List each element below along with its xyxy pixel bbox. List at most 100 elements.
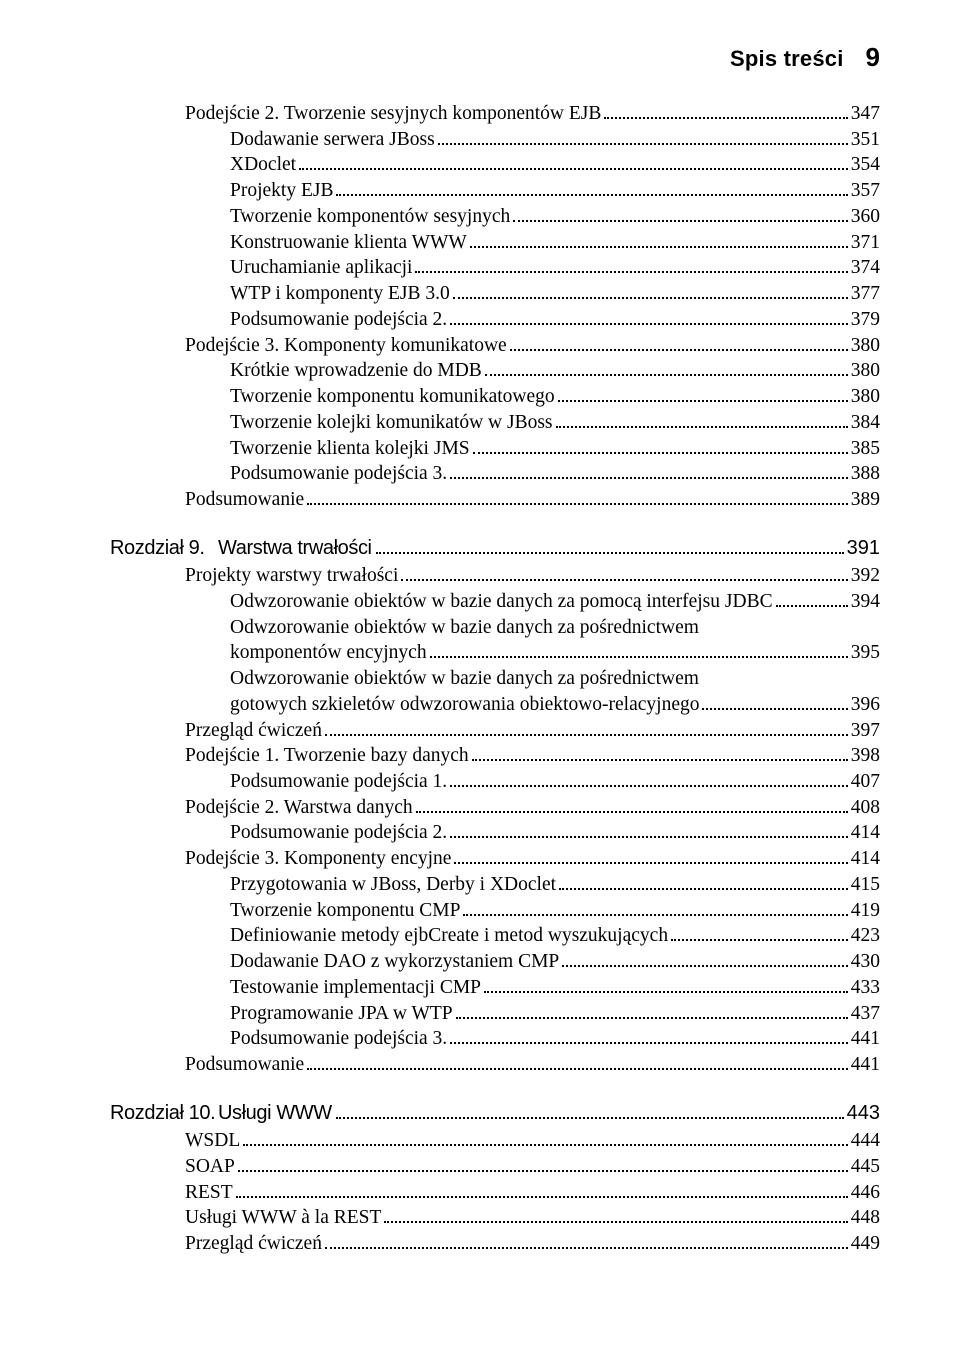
toc-entry: SOAP445 xyxy=(110,1154,880,1180)
toc-entry-page: 430 xyxy=(851,949,880,975)
toc-entry: Programowanie JPA w WTP437 xyxy=(110,1001,880,1027)
toc-entry-page: 414 xyxy=(851,820,880,846)
dot-leader xyxy=(604,106,847,119)
toc-entry: Usługi WWW à la REST448 xyxy=(110,1205,880,1231)
toc-entry-label: Podsumowanie podejścia 3. xyxy=(230,1026,447,1052)
dot-leader xyxy=(401,568,847,581)
toc-entry: Tworzenie komponentów sesyjnych360 xyxy=(110,204,880,230)
toc-entry: Podsumowanie podejścia 2.379 xyxy=(110,307,880,333)
toc-entry: Podsumowanie podejścia 3. 441 xyxy=(110,1026,880,1052)
toc-entry-label: Odwzorowanie obiektów w bazie danych za … xyxy=(230,615,699,641)
toc-entry-label: Tworzenie klienta kolejki JMS xyxy=(230,436,470,462)
toc-entry: WTP i komponenty EJB 3.0377 xyxy=(110,281,880,307)
toc-entry-page: 380 xyxy=(851,333,880,359)
toc-entry-label: Przygotowania w JBoss, Derby i XDoclet xyxy=(230,872,556,898)
toc-entry-page: 394 xyxy=(851,589,880,615)
toc-entry-page: 419 xyxy=(851,898,880,924)
toc-entry: Projekty warstwy trwałości392 xyxy=(110,563,880,589)
toc-entry-continuation: komponentów encyjnych 395 xyxy=(110,640,880,666)
toc-entry: Podsumowanie441 xyxy=(110,1052,880,1078)
dot-leader xyxy=(562,954,847,967)
toc-entry: Podejście 3. Komponenty encyjne414 xyxy=(110,846,880,872)
dot-leader xyxy=(243,1134,848,1147)
toc-entry: Krótkie wprowadzenie do MDB 380 xyxy=(110,358,880,384)
toc-entry: Podsumowanie podejścia 3. 388 xyxy=(110,461,880,487)
toc-entry: Podejście 3. Komponenty komunikatowe 380 xyxy=(110,333,880,359)
toc-entry-label: Przegląd ćwiczeń xyxy=(185,1231,322,1257)
toc-entry-label: Podsumowanie podejścia 1. xyxy=(230,769,447,795)
toc-entry-label: SOAP xyxy=(185,1154,235,1180)
toc-entry-page: 444 xyxy=(851,1128,880,1154)
toc-entry: Projekty EJB357 xyxy=(110,178,880,204)
toc-entry-page: 397 xyxy=(851,718,880,744)
dot-leader xyxy=(454,852,847,865)
toc-entry-label: Konstruowanie klienta WWW xyxy=(230,230,467,256)
dot-leader xyxy=(450,1032,848,1045)
toc-entry-page: 414 xyxy=(851,846,880,872)
dot-leader xyxy=(450,312,848,325)
toc-entry-label: Podsumowanie podejścia 2. xyxy=(230,307,447,333)
toc-entry-page: 423 xyxy=(851,923,880,949)
toc-entry-label: XDoclet xyxy=(230,152,296,178)
toc-entry-page: 388 xyxy=(851,461,880,487)
toc-entry: Przegląd ćwiczeń397 xyxy=(110,718,880,744)
dot-leader xyxy=(450,467,848,480)
page: Spis treści 9 Podejście 2. Tworzenie ses… xyxy=(0,0,960,1366)
dot-leader xyxy=(453,286,848,299)
toc-entry: Przegląd ćwiczeń 449 xyxy=(110,1231,880,1257)
toc-entry-page: 437 xyxy=(851,1001,880,1027)
dot-leader xyxy=(463,903,847,916)
toc-entry-page: 354 xyxy=(851,152,880,178)
dot-leader xyxy=(299,158,848,171)
toc-entry-label: Tworzenie komponentu komunikatowego xyxy=(230,384,555,410)
dot-leader xyxy=(671,929,848,942)
toc-entry-label: komponentów encyjnych xyxy=(230,640,427,666)
toc-entry-page: 433 xyxy=(851,975,880,1001)
dot-leader xyxy=(376,540,844,554)
toc-entry-page: 380 xyxy=(851,358,880,384)
toc-entry: Definiowanie metody ejbCreate i metod wy… xyxy=(110,923,880,949)
toc-entry-label: Testowanie implementacji CMP xyxy=(230,975,481,1001)
dot-leader xyxy=(513,209,848,222)
toc-entry-page: 449 xyxy=(851,1231,880,1257)
toc-entry-label: Dodawanie DAO z wykorzystaniem CMP xyxy=(230,949,559,975)
toc-entry-page: 398 xyxy=(851,743,880,769)
dot-leader xyxy=(236,1185,848,1198)
chapter-key: Rozdział 9. xyxy=(110,535,218,561)
toc-entry-page: 441 xyxy=(851,1026,880,1052)
chapter-page: 443 xyxy=(847,1100,880,1126)
header-title: Spis treści xyxy=(730,46,843,72)
toc-entry-page: 441 xyxy=(851,1052,880,1078)
dot-leader xyxy=(336,1105,844,1119)
toc-entry-page: 395 xyxy=(851,640,880,666)
table-of-contents: Podejście 2. Tworzenie sesyjnych kompone… xyxy=(110,101,880,1257)
dot-leader xyxy=(307,1057,848,1070)
toc-entry-label: Podsumowanie podejścia 3. xyxy=(230,461,447,487)
toc-entry-label: Usługi WWW à la REST xyxy=(185,1205,381,1231)
dot-leader xyxy=(510,338,848,351)
running-header: Spis treści 9 xyxy=(110,42,880,73)
toc-entry-label: gotowych szkieletów odwzorowania obiekto… xyxy=(230,692,699,718)
toc-entry-page: 357 xyxy=(851,178,880,204)
dot-leader xyxy=(556,415,848,428)
dot-leader xyxy=(559,877,848,890)
toc-entry-label: Krótkie wprowadzenie do MDB xyxy=(230,358,482,384)
chapter-key: Rozdział 10. xyxy=(110,1100,218,1126)
toc-entry-page: 377 xyxy=(851,281,880,307)
dot-leader xyxy=(438,132,848,145)
toc-entry: XDoclet 354 xyxy=(110,152,880,178)
dot-leader xyxy=(415,261,847,274)
chapter-title: Usługi WWW xyxy=(218,1100,332,1126)
dot-leader xyxy=(416,800,848,813)
toc-entry: Podsumowanie podejścia 2.414 xyxy=(110,820,880,846)
toc-entry-page: 396 xyxy=(851,692,880,718)
toc-entry-label: Podejście 3. Komponenty komunikatowe xyxy=(185,333,507,359)
dot-leader xyxy=(450,774,848,787)
dot-leader xyxy=(430,646,848,659)
toc-entry-page: 446 xyxy=(851,1180,880,1206)
toc-entry-page: 371 xyxy=(851,230,880,256)
toc-entry-page: 408 xyxy=(851,795,880,821)
toc-entry: Konstruowanie klienta WWW 371 xyxy=(110,230,880,256)
toc-entry: Podejście 2. Tworzenie sesyjnych kompone… xyxy=(110,101,880,127)
dot-leader xyxy=(470,235,848,248)
